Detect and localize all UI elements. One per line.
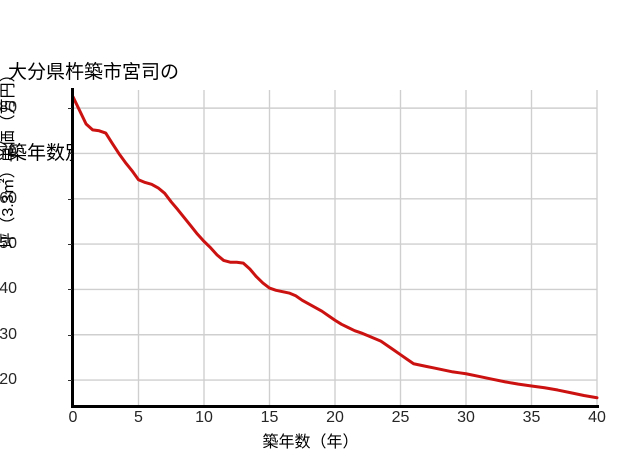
plot-area bbox=[68, 88, 599, 408]
y-tick-label: 20 bbox=[0, 371, 17, 389]
x-axis-spine bbox=[71, 405, 599, 408]
y-tick-label: 70 bbox=[0, 144, 17, 162]
x-tick-label: 35 bbox=[522, 409, 541, 426]
y-tick-mark bbox=[68, 244, 72, 246]
y-tick-mark bbox=[68, 198, 72, 200]
x-tick-label: 5 bbox=[134, 409, 143, 426]
y-tick-label: 50 bbox=[0, 235, 17, 253]
y-axis-label-wrapper: 坪（3.3㎡）単価（万円） bbox=[0, 0, 26, 315]
x-axis-label: 築年数（年） bbox=[262, 434, 359, 451]
y-tick-label: 40 bbox=[0, 280, 17, 298]
x-tick-label: 25 bbox=[391, 409, 410, 426]
x-tick-label: 20 bbox=[326, 409, 344, 426]
y-tick-label: 60 bbox=[0, 189, 17, 207]
y-tick-mark bbox=[68, 380, 72, 382]
chart-title-line-1: 大分県杵築市宮司の bbox=[8, 61, 180, 83]
x-tick-label: 0 bbox=[68, 409, 78, 426]
data-series-line bbox=[71, 95, 599, 400]
y-tick-label: 80 bbox=[0, 99, 17, 117]
y-axis-label: 坪（3.3㎡）単価（万円） bbox=[0, 66, 17, 249]
x-tick-label: 10 bbox=[195, 409, 213, 426]
y-tick-mark bbox=[68, 153, 72, 155]
y-axis-spine bbox=[71, 88, 74, 407]
y-tick-mark bbox=[68, 334, 72, 336]
y-tick-label: 30 bbox=[0, 325, 17, 343]
y-tick-mark bbox=[68, 289, 72, 291]
x-tick-label: 40 bbox=[588, 409, 606, 426]
x-tick-label: 15 bbox=[260, 409, 279, 426]
grid-lines bbox=[73, 90, 598, 405]
y-tick-mark bbox=[68, 108, 72, 110]
x-tick-label: 30 bbox=[457, 409, 475, 426]
